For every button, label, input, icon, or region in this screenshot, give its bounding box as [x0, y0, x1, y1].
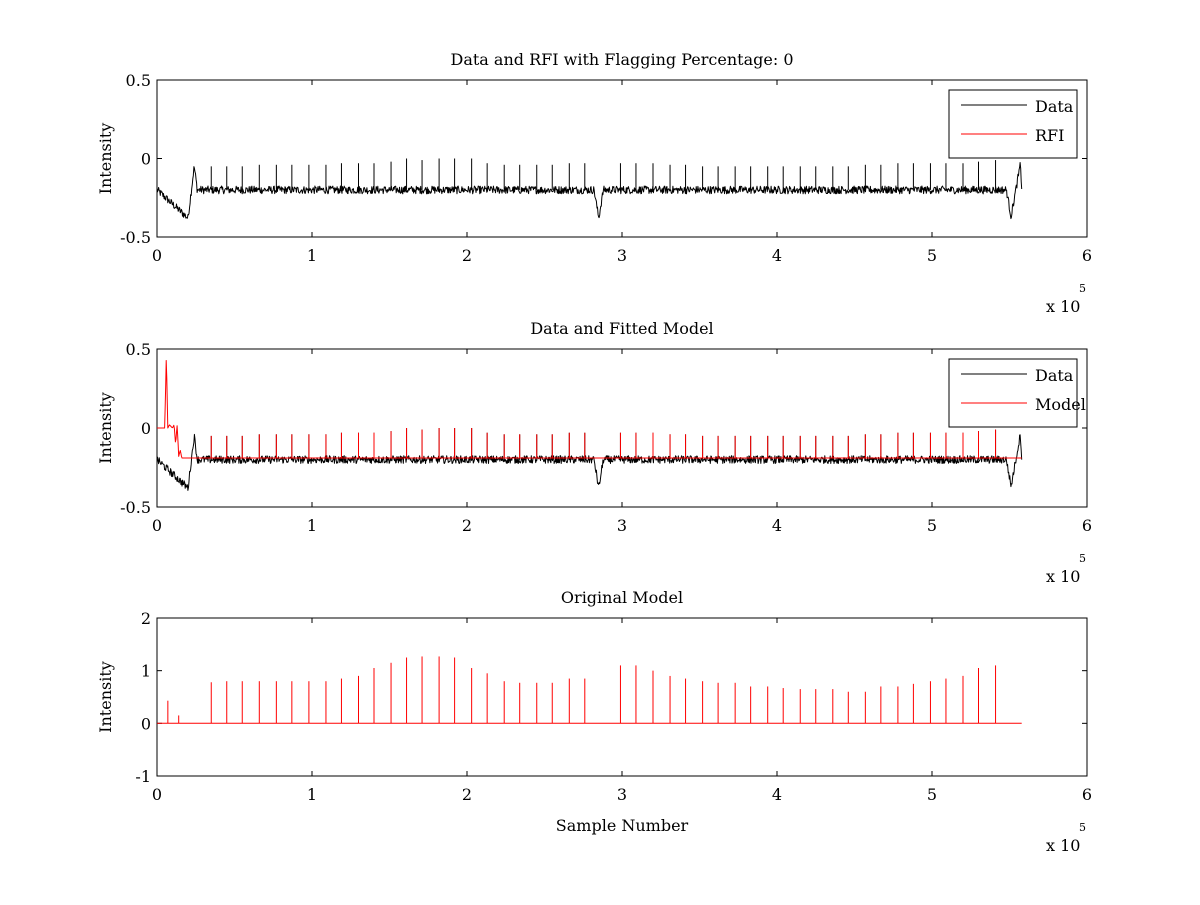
axes-box [156, 348, 1088, 508]
x-tick-label: 4 [772, 785, 782, 804]
series-data [157, 158, 1023, 220]
axes-box [156, 617, 1088, 777]
x-axis-exponent: 5 [1079, 821, 1086, 834]
x-tick-label: 3 [617, 246, 627, 265]
series-line [157, 162, 1023, 220]
x-tick-label: 3 [617, 516, 627, 535]
y-tick-label: 0 [141, 419, 151, 438]
y-tick-label: 0 [141, 150, 151, 169]
legend-entry-data: Data [1035, 366, 1074, 385]
x-tick-label: 2 [462, 246, 472, 265]
y-tick-label: 2 [141, 609, 151, 628]
x-tick-label: 6 [1082, 246, 1092, 265]
series-model [157, 360, 1022, 459]
legend-box [948, 358, 1078, 428]
x-tick-label: 4 [772, 246, 782, 265]
y-tick-label: 0.5 [126, 340, 151, 359]
legend-entry-data: Data [1035, 97, 1074, 116]
series-line [157, 433, 1023, 491]
x-tick-label: 2 [462, 516, 472, 535]
y-tick-label: 0.5 [126, 71, 151, 90]
x-axis-exponent: 5 [1079, 552, 1086, 565]
y-axis-label: Intensity [96, 123, 115, 195]
series-data [157, 428, 1023, 491]
legend-entry-model: Model [1035, 395, 1086, 414]
x-tick-label: 6 [1082, 516, 1092, 535]
x-axis-multiplier: x 10 [1046, 836, 1080, 855]
chart-title: Data and Fitted Model [530, 319, 713, 338]
y-tick-label: 1 [141, 662, 151, 681]
chart-title: Original Model [561, 588, 683, 607]
chart-title: Data and RFI with Flagging Percentage: 0 [450, 50, 793, 69]
x-tick-label: 5 [927, 516, 937, 535]
y-axis-label: Intensity [96, 661, 115, 733]
x-axis-label: Sample Number [556, 816, 689, 835]
x-tick-label: 6 [1082, 785, 1092, 804]
y-tick-label: 0 [141, 714, 151, 733]
x-tick-label: 0 [152, 246, 162, 265]
legend: Data Model [948, 358, 1086, 428]
x-axis-exponent: 5 [1079, 282, 1086, 295]
x-axis-multiplier: x 10 [1046, 567, 1080, 586]
x-tick-label: 0 [152, 785, 162, 804]
x-axis-multiplier: x 10 [1046, 297, 1080, 316]
x-tick-label: 3 [617, 785, 627, 804]
x-tick-label: 1 [307, 785, 317, 804]
x-tick-label: 0 [152, 516, 162, 535]
y-tick-label: -0.5 [120, 498, 151, 517]
axes-box [156, 79, 1088, 238]
legend-box [948, 89, 1078, 159]
y-tick-label: -1 [135, 767, 151, 786]
x-tick-label: 4 [772, 516, 782, 535]
x-tick-label: 1 [307, 516, 317, 535]
x-tick-label: 5 [927, 785, 937, 804]
legend: Data RFI [948, 89, 1078, 159]
x-tick-label: 5 [927, 246, 937, 265]
y-tick-label: -0.5 [120, 228, 151, 247]
x-tick-label: 2 [462, 785, 472, 804]
legend-entry-rfi: RFI [1035, 126, 1064, 145]
y-axis-label: Intensity [96, 392, 115, 464]
series-line [157, 360, 1022, 459]
series-model [157, 656, 1022, 724]
x-tick-label: 1 [307, 246, 317, 265]
